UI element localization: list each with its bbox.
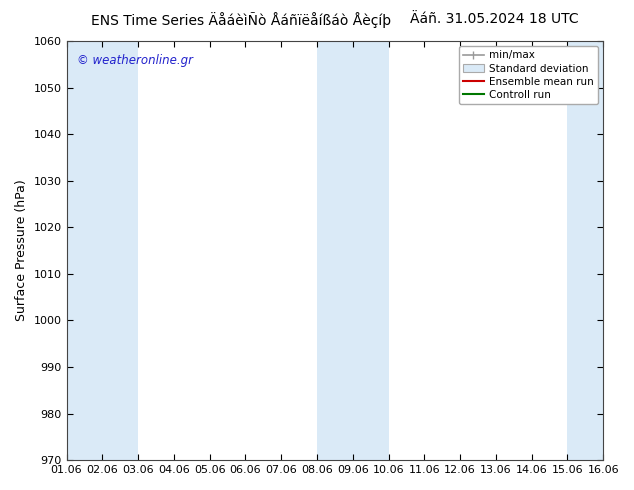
Text: ENS Time Series ÄåáèìÑò Åáñïëåíßáò Åèçíþ: ENS Time Series ÄåáèìÑò Åáñïëåíßáò Åèçíþ (91, 12, 391, 28)
Bar (567, 41, 603, 460)
Text: © weatheronline.gr: © weatheronline.gr (77, 53, 193, 67)
Y-axis label: Surface Pressure (hPa): Surface Pressure (hPa) (15, 180, 28, 321)
Bar (353, 41, 389, 460)
Text: Äáñ. 31.05.2024 18 UTC: Äáñ. 31.05.2024 18 UTC (410, 12, 579, 26)
Bar (102, 41, 138, 460)
Bar (67, 41, 102, 460)
Legend: min/max, Standard deviation, Ensemble mean run, Controll run: min/max, Standard deviation, Ensemble me… (459, 46, 598, 104)
Bar (317, 41, 353, 460)
